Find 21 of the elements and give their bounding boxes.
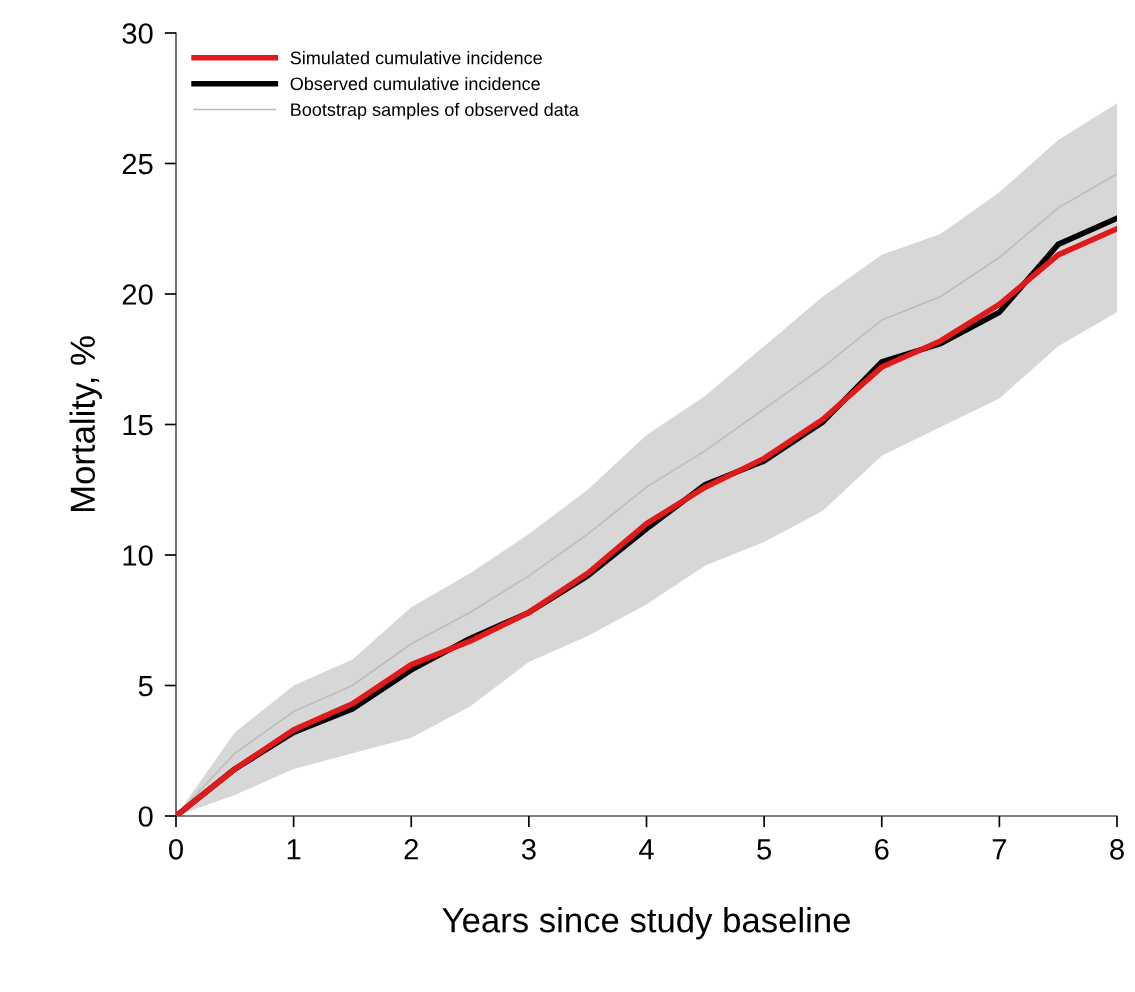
y-tick-label: 0: [138, 806, 153, 827]
y-tick-label: 5: [138, 676, 153, 697]
y-tick-label: 30: [122, 23, 153, 44]
x-tick-label: 0: [169, 838, 183, 860]
legend-label: Bootstrap samples of observed data: [291, 102, 579, 120]
x-tick-label: 4: [639, 839, 654, 860]
x-tick-label: 1: [287, 839, 301, 860]
x-axis-title: Years since study baseline: [442, 907, 850, 940]
x-tick-label: 6: [875, 838, 889, 860]
y-tick-label: 10: [123, 545, 153, 566]
x-tick-label: 7: [992, 839, 1007, 860]
y-tick-label: 20: [122, 284, 153, 305]
legend-label: Simulated cumulative incidence: [290, 51, 542, 65]
x-tick-label: 3: [521, 838, 536, 860]
x-tick-label: 8: [1110, 838, 1124, 860]
y-axis-title: Mortality, %: [69, 336, 102, 512]
legend-label: Observed cumulative incidence: [290, 76, 540, 91]
y-tick-label: 25: [122, 153, 153, 175]
x-tick-label: 2: [404, 838, 418, 860]
x-tick-label: 5: [757, 839, 772, 860]
y-tick-label: 15: [123, 415, 153, 436]
